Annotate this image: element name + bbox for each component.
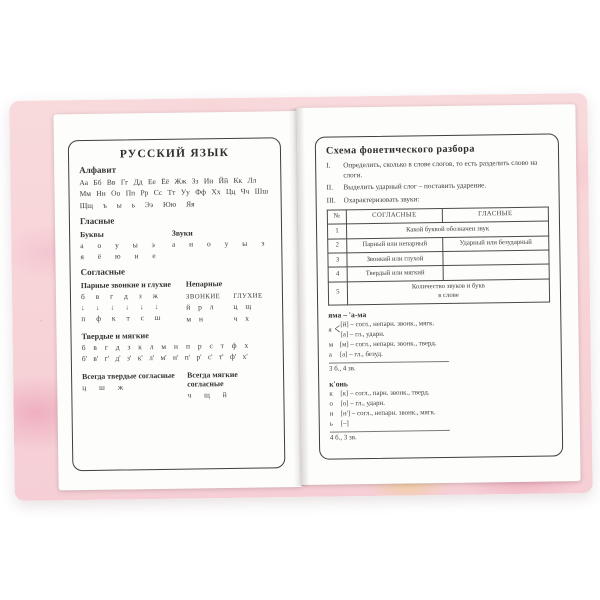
row2-num: 2	[327, 238, 347, 254]
line-text: [к] – согл., парн. звонк., тверд.	[340, 388, 430, 397]
row3-consonant: Звонкий или глухой	[346, 251, 443, 268]
line-text: [о] – гл., ударн.	[340, 399, 385, 407]
unpaired-consonants-label: Непарные	[185, 279, 223, 289]
line-text: [–]	[340, 419, 349, 427]
step-1: I. Определить, сколько в слове слогов, т…	[326, 159, 548, 182]
branch-line-1: [й] – согл., непарн. звонк., мягк.	[340, 319, 435, 328]
row3-vowel	[442, 250, 550, 266]
line-letter: к	[329, 390, 333, 398]
right-page: Схема фонетического разбора I. Определит…	[296, 104, 581, 486]
example-yama-total: 3 б., 4 зв.	[328, 360, 450, 373]
vowels-heading: Гласные	[79, 215, 115, 226]
example-kon: к'онь к [к] – согл., парн. звонк., тверд…	[329, 376, 552, 442]
unpaired-voiced-row-2: м н	[186, 313, 204, 324]
voiceless-label: ГЛУХИЕ	[233, 292, 263, 301]
row4-consonant: Твердый или мягкий	[347, 265, 444, 282]
step-1-numeral: I.	[326, 161, 331, 170]
line-letter: ь	[329, 420, 333, 428]
example-kon-total: 4 б., 3 зв.	[329, 429, 451, 442]
row3-num: 3	[327, 252, 348, 268]
line-letter: о	[329, 400, 333, 408]
line-text: [а] – гл., безуд.	[339, 350, 383, 358]
row4-num: 4	[328, 267, 348, 282]
step-3: III. Охарактеризовать звуки:	[327, 194, 549, 207]
line-letter: м	[328, 341, 334, 349]
row5-text: Количество звуков и букв в слове	[347, 278, 550, 305]
branch-bracket: <	[334, 321, 341, 339]
vowel-sounds-row: а и о у ы э	[171, 238, 265, 249]
line-text: [н'] – согл., непарн. звонк., мягк.	[340, 408, 436, 417]
unpaired-voiced-row-1: й р л	[186, 302, 214, 312]
alphabet-row-3: Щщ ъ ы ь Ээ Юю Яя	[79, 198, 195, 210]
header-vowels: ГЛАСНЫЕ	[442, 206, 549, 223]
row1-num: 1	[327, 224, 347, 239]
step-1-text: Определить, сколько в слове слогов, то е…	[343, 158, 538, 180]
vowel-sounds-label: Звуки	[171, 228, 193, 238]
left-page: РУССКИЙ ЯЗЫК Алфавит Аа Бб Вв Гг Дд Ее Ё…	[53, 111, 302, 491]
step-2-numeral: II.	[326, 183, 334, 193]
always-hard-row: ц ш ж	[82, 382, 124, 393]
vowel-letters-row-2: я ё ю и е	[80, 251, 156, 262]
right-content-box: Схема фонетического разбора I. Определит…	[314, 133, 564, 460]
paired-consonants-label: Парные звонкие и глухие	[80, 280, 171, 291]
line-letter: н	[329, 410, 334, 418]
row2-vowel: Ударный или безударный	[442, 235, 549, 252]
scheme-title: Схема фонетического разбора	[325, 143, 475, 157]
paired-voiceless-row: п ф к т с ш	[81, 312, 161, 324]
example-line: а [а] – гл., безуд.	[329, 347, 551, 360]
always-hard-label: Всегда твердые согласные	[82, 371, 175, 382]
row5-line2: в слове	[438, 291, 459, 299]
sound-characteristics-table: № СОГЛАСНЫЕ ГЛАСНЫЕ 1 Какой буквой обозн…	[327, 206, 550, 305]
unpaired-voiceless-row-2: ч х	[233, 313, 250, 323]
alphabet-heading: Алфавит	[79, 164, 117, 176]
always-soft-row: ч щ й	[187, 390, 227, 400]
row2-consonant: Парный или непарный	[346, 237, 443, 253]
header-number: №	[327, 209, 347, 225]
row5-num: 5	[328, 281, 348, 305]
vowel-letters-label: Буквы	[80, 229, 104, 239]
always-soft-label: Всегда мягкие согласные	[187, 370, 238, 389]
step-2-text: Выделить ударный слог – поставить ударен…	[343, 181, 487, 192]
page-title: РУССКИЙ ЯЗЫК	[119, 146, 230, 161]
voiced-label: ЗВОНКИЕ	[185, 293, 221, 301]
line-text: [м] – согл., непарн. звонк., тверд.	[339, 339, 437, 348]
unpaired-voiceless-row-1: ц щ	[233, 301, 252, 312]
step-2: II. Выделить ударный слог – поставить уд…	[326, 181, 548, 194]
line-letter: а	[328, 351, 332, 359]
open-notebook: РУССКИЙ ЯЗЫК Алфавит Аа Бб Вв Гг Дд Ее Ё…	[9, 92, 593, 502]
example-yama: яма – 'а-ма я < [й] – согл., непарн. зво…	[328, 307, 551, 373]
step-3-text: Охарактеризовать звуки:	[343, 195, 420, 205]
consonants-heading: Согласные	[80, 266, 126, 278]
row4-vowel	[442, 264, 550, 281]
table-row: 5 Количество звуков и букв в слове	[328, 278, 550, 305]
step-3-numeral: III.	[326, 196, 336, 205]
header-consonants: СОГЛАСНЫЕ	[346, 208, 443, 225]
left-content-box: РУССКИЙ ЯЗЫК Алфавит Аа Бб Вв Гг Дд Ее Ё…	[67, 137, 286, 472]
soft-consonants-row: б' в' г' д' з' к' л' м' н' п' р' с' т' ф…	[81, 351, 248, 364]
